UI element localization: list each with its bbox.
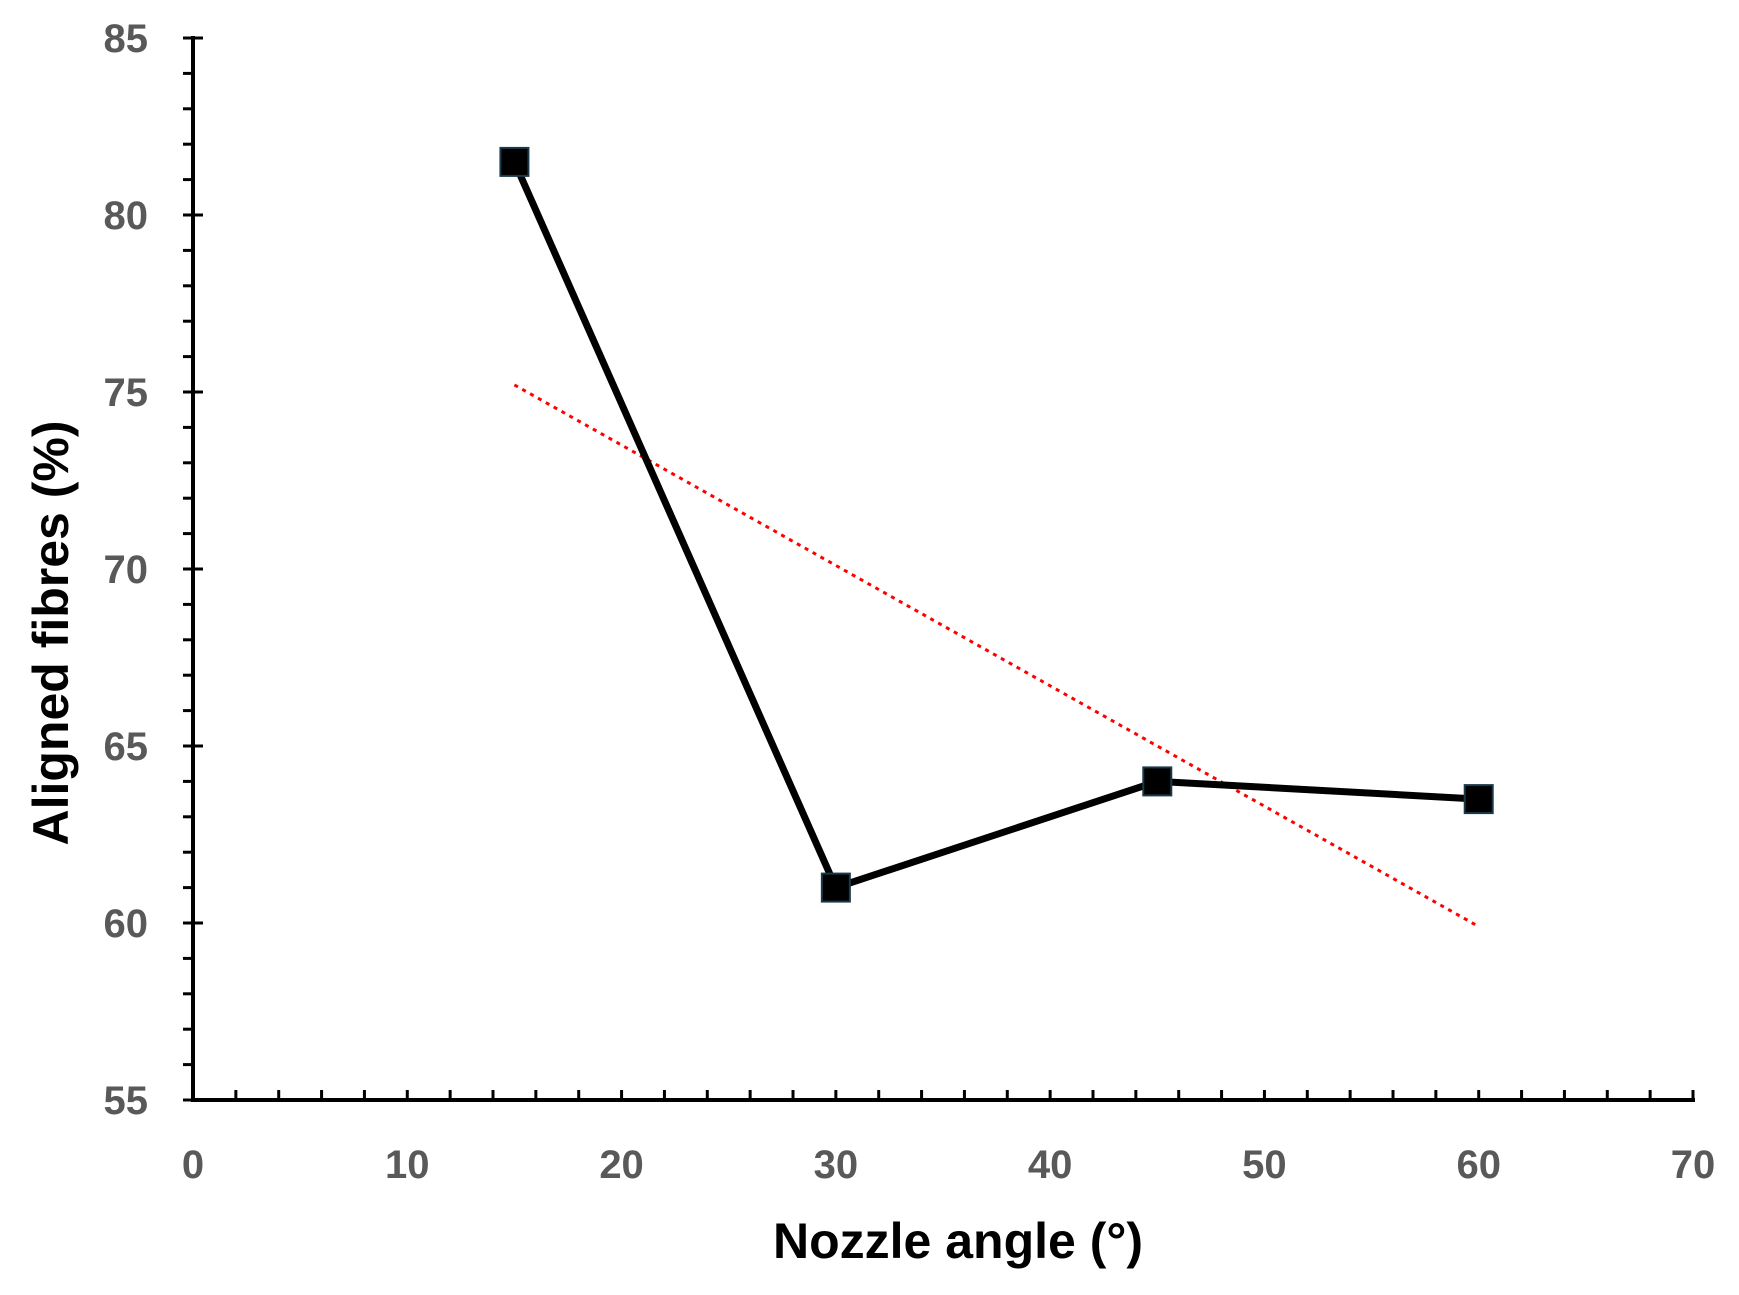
y-tick-label: 60 — [104, 902, 149, 946]
data-point-marker — [1142, 766, 1173, 797]
y-tick-label: 55 — [104, 1079, 149, 1123]
x-tick-label: 50 — [1242, 1143, 1287, 1187]
x-tick-label: 70 — [1671, 1143, 1716, 1187]
x-tick-label: 30 — [814, 1143, 859, 1187]
x-tick-label: 40 — [1028, 1143, 1073, 1187]
y-tick-label: 65 — [104, 725, 149, 769]
trend-line — [513, 383, 1480, 928]
y-tick-label: 70 — [104, 548, 149, 592]
series-line — [511, 160, 1479, 892]
y-tick-label: 80 — [104, 194, 149, 238]
data-point-marker — [820, 872, 851, 903]
data-point-marker — [499, 146, 530, 177]
x-axis-title: Nozzle angle (°) — [773, 1213, 1143, 1269]
y-tick-labels: 55 60 65 70 75 80 85 — [104, 17, 149, 1123]
x-tick-label: 60 — [1456, 1143, 1501, 1187]
axis-ticks — [183, 36, 1695, 1102]
y-tick-label: 75 — [104, 371, 149, 415]
x-tick-label: 20 — [599, 1143, 644, 1187]
data-point-marker — [1463, 784, 1494, 815]
x-tick-label: 0 — [182, 1143, 204, 1187]
y-axis-title: Aligned fibres (%) — [23, 420, 79, 845]
y-tick-label: 85 — [104, 17, 149, 61]
x-tick-labels: 0 10 20 30 40 50 60 70 — [182, 1143, 1715, 1187]
x-tick-label: 10 — [385, 1143, 430, 1187]
data-markers — [499, 146, 1494, 903]
